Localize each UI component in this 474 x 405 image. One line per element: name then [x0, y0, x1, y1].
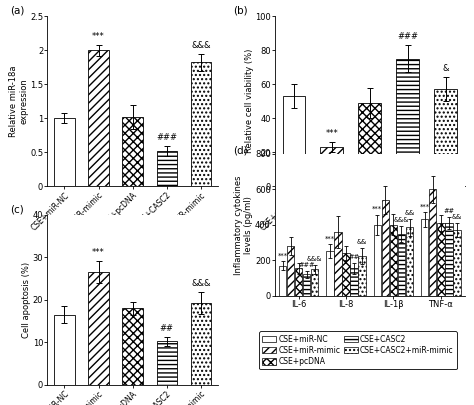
Bar	[320, 147, 343, 186]
Text: (b): (b)	[233, 6, 248, 16]
Text: ***: ***	[326, 129, 338, 138]
Text: (c): (c)	[10, 205, 24, 214]
Bar	[342, 253, 350, 296]
Bar	[334, 232, 342, 296]
Bar	[283, 96, 305, 186]
Text: ***: ***	[92, 248, 105, 257]
Y-axis label: Inflammatory cytokines
levels (pg/ml): Inflammatory cytokines levels (pg/ml)	[234, 175, 254, 275]
Bar	[287, 246, 294, 296]
Bar	[88, 272, 109, 385]
Bar	[54, 118, 75, 186]
Text: &&: &&	[452, 214, 462, 220]
Text: ###: ###	[299, 262, 315, 268]
Text: ***: ***	[372, 206, 383, 212]
Bar	[350, 268, 358, 296]
Legend: CSE+miR-NC, CSE+miR-mimic, CSE+pcDNA, CSE+CASC2, CSE+CASC2+miR-mimic: CSE+miR-NC, CSE+miR-mimic, CSE+pcDNA, CS…	[259, 331, 456, 369]
Text: ###: ###	[397, 32, 418, 41]
Y-axis label: Relative cell viability (%): Relative cell viability (%)	[245, 49, 254, 153]
Bar	[437, 223, 445, 296]
Bar	[390, 225, 397, 296]
Bar	[396, 59, 419, 186]
Bar	[191, 303, 211, 385]
Bar	[54, 315, 75, 385]
Text: (d): (d)	[233, 145, 248, 156]
Text: ***: ***	[419, 204, 430, 209]
Text: ##: ##	[443, 208, 455, 214]
Bar	[191, 62, 211, 186]
Bar	[382, 200, 389, 296]
Bar	[445, 223, 453, 296]
Text: ***: ***	[325, 235, 335, 241]
Bar	[326, 252, 334, 296]
Bar	[398, 234, 405, 296]
Bar	[374, 225, 381, 296]
Text: &&&: &&&	[307, 256, 322, 262]
Bar	[453, 230, 461, 296]
Bar	[295, 268, 302, 296]
Text: ##: ##	[348, 254, 360, 260]
Bar	[358, 256, 366, 296]
Text: ***: ***	[92, 32, 105, 40]
Bar	[156, 341, 177, 385]
Bar	[279, 266, 286, 296]
Bar	[88, 50, 109, 186]
Bar	[406, 228, 413, 296]
Text: ##: ##	[160, 324, 174, 333]
Bar	[429, 189, 437, 296]
Text: &&&: &&&	[394, 217, 409, 223]
Text: (a): (a)	[10, 6, 24, 16]
Text: &: &	[442, 64, 449, 73]
Bar	[122, 308, 143, 385]
Y-axis label: Cell apoptosis (%): Cell apoptosis (%)	[22, 262, 31, 338]
Bar	[311, 269, 319, 296]
Bar	[434, 90, 457, 186]
Bar	[421, 220, 428, 296]
Bar	[303, 275, 310, 296]
Bar	[122, 117, 143, 186]
Text: ###: ###	[156, 133, 177, 142]
Text: ***: ***	[277, 252, 288, 258]
Y-axis label: Relative miR-18a
expression: Relative miR-18a expression	[9, 66, 29, 137]
Bar	[156, 151, 177, 186]
Text: &&: &&	[357, 239, 367, 245]
Text: &&&: &&&	[191, 41, 211, 50]
Text: &&: &&	[404, 210, 415, 216]
Bar	[358, 103, 381, 186]
Text: &&&: &&&	[191, 279, 211, 288]
